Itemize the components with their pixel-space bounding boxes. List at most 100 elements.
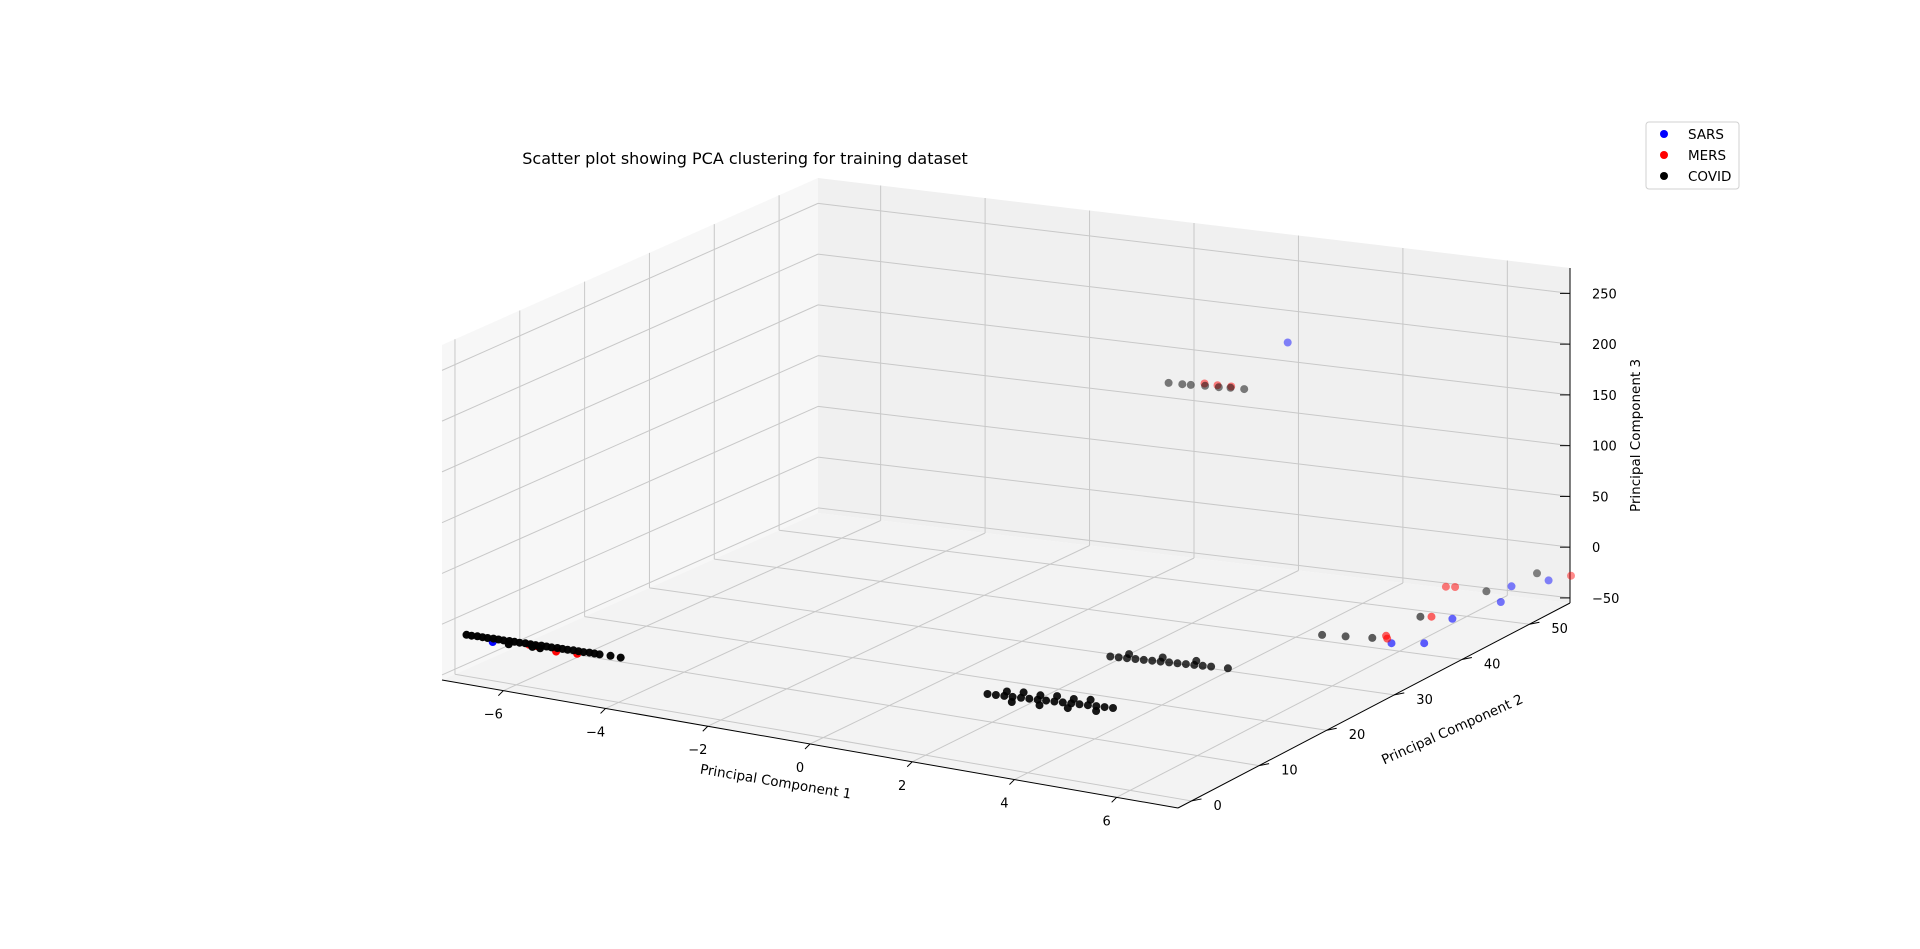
y-tick-label: 10	[1281, 764, 1298, 779]
covid-point	[1002, 687, 1011, 696]
covid-point	[1368, 633, 1377, 642]
x-tick-mark	[906, 761, 913, 768]
y-tick-mark	[1191, 798, 1202, 802]
covid-point	[467, 631, 476, 640]
z-grid-back	[817, 456, 1571, 548]
z-tick-label: 150	[1592, 389, 1617, 404]
covid-point	[1109, 704, 1117, 712]
legend-label-sars: SARS	[1688, 127, 1724, 143]
floor-pane	[442, 513, 1570, 808]
mers-point	[1383, 634, 1392, 643]
covid-point	[563, 645, 572, 654]
sars-point	[1448, 614, 1457, 623]
x-tick-mark	[1009, 779, 1015, 785]
y-grid-floor	[519, 644, 1260, 767]
covid-point	[1207, 662, 1216, 671]
covid-point	[1063, 704, 1072, 713]
covid-point	[606, 651, 615, 660]
covid-point	[1058, 698, 1067, 707]
y-tick-mark	[1394, 692, 1405, 696]
covid-point	[1223, 664, 1232, 673]
covid-point	[1092, 707, 1101, 715]
mers-point	[1451, 583, 1460, 591]
x-tick-label: 0	[796, 761, 804, 776]
chart-title: Scatter plot showing PCA clustering for …	[522, 149, 967, 168]
covid-point	[1053, 692, 1062, 701]
x-tick-mark	[702, 725, 709, 732]
covid-point	[1019, 688, 1028, 697]
x-tick-mark	[1111, 796, 1118, 803]
covid-point	[1198, 661, 1207, 670]
x-tick-label: 6	[1103, 814, 1111, 829]
x-tick-mark	[804, 743, 811, 750]
legend-frame	[1645, 121, 1740, 190]
sars-point	[1496, 598, 1505, 606]
y-tick-mark	[1326, 727, 1337, 731]
z-tick-label: 200	[1592, 338, 1617, 353]
y-grid-floor	[454, 673, 1192, 802]
x-grid-floor	[503, 520, 881, 692]
covid-point	[1341, 632, 1350, 641]
covid-point	[1226, 383, 1235, 392]
covid-point	[1533, 569, 1541, 578]
y-grid-floor	[779, 529, 1530, 625]
x-grid-floor	[809, 557, 1195, 745]
z-grid-back	[817, 253, 1571, 345]
covid-point	[1025, 694, 1034, 703]
grid-lines	[441, 185, 1571, 802]
y-tick-label: 0	[1214, 799, 1222, 814]
mers-point	[1567, 571, 1575, 580]
covid-point	[504, 640, 513, 649]
covid-point	[1075, 700, 1084, 709]
covid-point	[1035, 701, 1044, 710]
covid-point	[1192, 656, 1201, 665]
x-grid-floor	[1116, 595, 1508, 798]
covid-point	[528, 642, 537, 651]
y-tick-label: 40	[1484, 658, 1501, 673]
series-covid	[462, 378, 1541, 715]
covid-point	[1178, 380, 1187, 389]
z-tick-label: −50	[1592, 592, 1619, 607]
covid-point	[983, 690, 992, 698]
covid-point	[1086, 695, 1095, 704]
legend-label-mers: MERS	[1688, 148, 1726, 164]
z-axis-label: Principal Component 3	[1628, 359, 1644, 512]
covid-point	[1069, 695, 1078, 703]
covid-point	[1007, 698, 1016, 706]
legend-marker-covid	[1660, 172, 1668, 180]
z-grid-back	[817, 304, 1571, 396]
z-grid-left	[441, 304, 819, 473]
covid-point	[1416, 612, 1425, 621]
x-tick-label: 2	[898, 779, 906, 794]
z-grid-left	[441, 507, 819, 676]
covid-point	[1139, 655, 1148, 664]
z-tick-label: 100	[1592, 440, 1617, 455]
y-tick-label: 30	[1416, 693, 1433, 708]
covid-point	[1164, 378, 1173, 387]
covid-point	[1165, 658, 1174, 667]
x-tick-label: 4	[1000, 797, 1008, 812]
x-grid-floor	[912, 570, 1299, 763]
y-tick-mark	[1529, 621, 1540, 625]
y-grid-floor	[584, 616, 1327, 731]
z-grid-back	[817, 405, 1571, 497]
z-grid-back	[817, 202, 1571, 294]
covid-point	[547, 643, 556, 652]
z-grid-back	[817, 355, 1571, 447]
covid-point	[595, 650, 604, 659]
legend: SARS MERS COVID	[1645, 121, 1740, 190]
x-grid-floor	[1014, 582, 1404, 781]
covid-point	[1042, 696, 1051, 705]
covid-point	[1173, 659, 1182, 668]
z-grid-left	[441, 405, 819, 574]
z-grid-left	[441, 202, 819, 371]
covid-point	[1158, 653, 1167, 662]
covid-point	[1114, 653, 1123, 662]
covid-point	[991, 691, 1000, 699]
covid-point	[1036, 691, 1045, 700]
x-tick-label: −6	[484, 708, 503, 723]
legend-marker-mers	[1660, 151, 1668, 159]
x-tick-mark	[600, 708, 606, 714]
covid-point	[579, 648, 588, 657]
x-tick-label: −4	[586, 725, 605, 740]
